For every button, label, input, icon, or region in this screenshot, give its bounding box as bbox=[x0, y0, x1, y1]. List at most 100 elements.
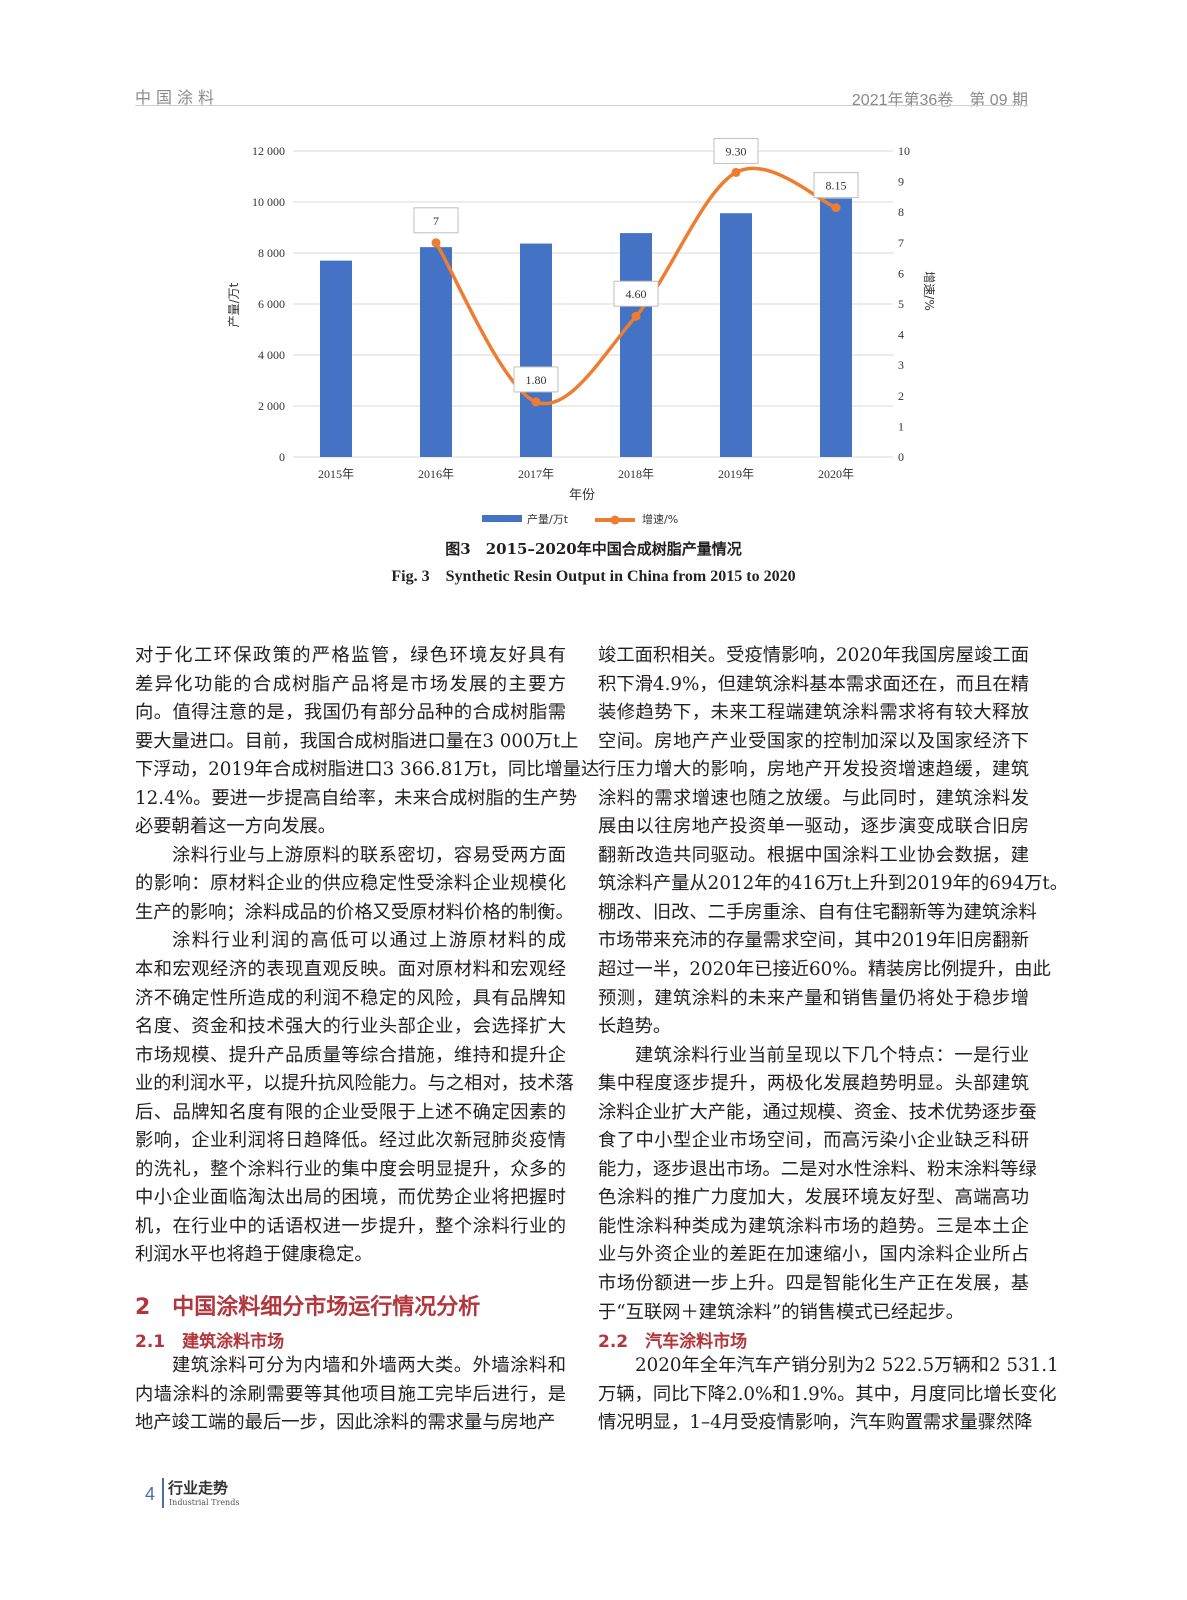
resin-output-chart: 0 2 000 4 000 6 000 8 000 10 000 12 000 0 1 2 3 4 5 6… bbox=[227, 137, 936, 526]
y2-tick-label: 7 bbox=[898, 236, 904, 250]
y-axis-label: 产量/万t bbox=[227, 282, 241, 327]
left-column-text: 对于化工环保政策的严格监管，绿色环境友好具有 差异化功能的合成树脂产品将是市场发展… bbox=[135, 642, 600, 1270]
text-line: 空间。房地产产业受国家的控制加深以及国家经济下 bbox=[598, 730, 1029, 752]
text-line: 万辆，同比下降2.0%和1.9%。其中，月度同比增长变化 bbox=[598, 1383, 1057, 1405]
text-line: 对于化工环保政策的严格监管，绿色环境友好具有 bbox=[135, 645, 566, 666]
legend-bar-label: 产量/万t bbox=[527, 512, 569, 526]
data-label: 1.80 bbox=[526, 373, 547, 387]
y2-tick-label: 5 bbox=[898, 297, 904, 311]
x-tick-label: 2017年 bbox=[518, 467, 554, 481]
text-line: 影响，企业利润将日趋降低。经过此次新冠肺炎疫情 bbox=[135, 1130, 566, 1152]
text-line: 业的利润水平，以提升抗风险能力。与之相对，技术落 bbox=[135, 1073, 574, 1095]
text-line: 市场份额进一步上升。四是智能化生产正在发展，基 bbox=[598, 1273, 1029, 1295]
text-line: 建筑涂料可分为内墙和外墙两大类。外墙涂料和 bbox=[172, 1355, 566, 1376]
y-tick-label: 12 000 bbox=[252, 144, 285, 158]
data-label: 8.15 bbox=[826, 179, 847, 193]
caption-cn: 图3 2015–2020年中国合成树脂产量情况 bbox=[445, 540, 742, 558]
data-label: 4.60 bbox=[626, 287, 647, 301]
y2-axis-label: 增速/% bbox=[922, 271, 936, 310]
bar bbox=[320, 260, 352, 457]
legend-bar-swatch bbox=[482, 515, 522, 522]
text-line: 市场规模、提升产品质量等综合措施，维持和提升企 bbox=[135, 1044, 566, 1066]
y2-tick-label: 8 bbox=[898, 205, 904, 219]
text-line: 必要朝着这一方向发展。 bbox=[135, 816, 337, 838]
text-line: 长趋势。 bbox=[598, 1016, 672, 1038]
y2-tick-label: 10 bbox=[898, 144, 910, 158]
left-column-text-after: 建筑涂料可分为内墙和外墙两大类。外墙涂料和 内墙涂料的涂刷需要等其他项目施工完毕后… bbox=[135, 1352, 566, 1438]
y-tick-label: 0 bbox=[279, 450, 285, 464]
subsection-heading-2-1: 2.1 建筑涂料市场 bbox=[135, 1332, 285, 1352]
text-line: 预测，建筑涂料的未来产量和销售量仍将处于稳步增 bbox=[598, 987, 1029, 1009]
text-line: 于“互联网＋建筑涂料”的销售模式已经起步。 bbox=[598, 1301, 965, 1323]
text-line: 竣工面积相关。受疫情影响，2020年我国房屋竣工面 bbox=[598, 645, 1029, 666]
text-line: 济不确定性所造成的利润不稳定的风险，具有品牌知 bbox=[135, 987, 566, 1009]
text-line: 涂料企业扩大产能，通过规模、资金、技术优势逐步蚕 bbox=[598, 1101, 1037, 1123]
x-tick-label: 2019年 bbox=[718, 467, 754, 481]
text-line: 利润水平也将趋于健康稳定。 bbox=[135, 1244, 373, 1266]
y-tick-label: 6 000 bbox=[258, 297, 285, 311]
text-line: 下浮动，2019年合成树脂进口3 366.81万t，同比增量达 bbox=[135, 759, 600, 781]
text-line: 能力，逐步退出市场。二是对水性涂料、粉末涂料等绿 bbox=[598, 1158, 1037, 1180]
y-tick-label: 8 000 bbox=[258, 246, 285, 260]
text-line: 能性涂料种类成为建筑涂料市场的趋势。三是本土企 bbox=[598, 1215, 1029, 1237]
data-label-box bbox=[813, 172, 859, 199]
y-tick-label: 10 000 bbox=[252, 195, 285, 209]
x-tick-label: 2016年 bbox=[418, 467, 454, 481]
growth-point bbox=[831, 203, 841, 213]
subsection-heading-2-2: 2.2 汽车涂料市场 bbox=[598, 1332, 748, 1352]
text-line: 翻新改造共同驱动。根据中国涂料工业协会数据，建 bbox=[598, 844, 1029, 866]
text-line: 涂料行业利润的高低可以通过上游原材料的成 bbox=[172, 930, 566, 952]
y2-tick-label: 9 bbox=[898, 175, 904, 189]
bar bbox=[420, 247, 452, 457]
footer-divider bbox=[162, 1478, 164, 1508]
growth-point bbox=[531, 397, 541, 407]
x-axis-label: 年份 bbox=[569, 488, 595, 503]
text-line: 2020年全年汽车产销分别为2 522.5万辆和2 531.1 bbox=[635, 1355, 1059, 1376]
text-line: 集中程度逐步提升，两极化发展趋势明显。头部建筑 bbox=[598, 1073, 1029, 1095]
bar bbox=[820, 198, 852, 457]
text-line: 涂料行业与上游原料的联系密切，容易受两方面 bbox=[172, 844, 566, 866]
right-column-text-after: 2020年全年汽车产销分别为2 522.5万辆和2 531.1 万辆，同比下降2.… bbox=[598, 1352, 1059, 1438]
section-heading: 2 中国涂料细分市场运行情况分析 bbox=[135, 1295, 481, 1320]
text-line: 差异化功能的合成树脂产品将是市场发展的主要方 bbox=[135, 673, 566, 695]
text-line: 色涂料的推广力度加大，发展环境友好型、高端高功 bbox=[598, 1187, 1029, 1209]
data-label-box bbox=[713, 137, 759, 164]
text-line: 展由以往房地产投资单一驱动，逐步演变成联合旧房 bbox=[598, 816, 1029, 838]
text-line: 超过一半，2020年已接近60%。精装房比例提升，由此 bbox=[598, 959, 1051, 981]
text-line: 的洗礼，整个涂料行业的集中度会明显提升，众多的 bbox=[135, 1158, 566, 1180]
journal-name: 中国涂料 bbox=[135, 88, 220, 107]
text-line: 业与外资企业的差距在加速缩小，国内涂料企业所占 bbox=[598, 1244, 1029, 1266]
growth-point bbox=[731, 167, 741, 177]
data-label-box bbox=[613, 280, 659, 307]
x-tick-label: 2015年 bbox=[318, 467, 354, 481]
x-tick-label: 2018年 bbox=[618, 467, 654, 481]
data-label: 9.30 bbox=[726, 144, 747, 158]
bar bbox=[520, 243, 552, 457]
text-line: 涂料的需求增速也随之放缓。与此同时，建筑涂料发 bbox=[598, 787, 1029, 809]
legend-line-label: 增速/% bbox=[642, 512, 678, 526]
text-line: 情况明显，1–4月受疫情影响，汽车购置需求量骤然降 bbox=[598, 1412, 1033, 1434]
growth-point bbox=[631, 311, 641, 321]
text-line: 棚改、旧改、二手房重涂、自有住宅翻新等为建筑涂料 bbox=[598, 901, 1037, 923]
text-line: 12.4%。要进一步提高自给率，未来合成树脂的生产势 bbox=[135, 787, 577, 809]
data-label-box bbox=[513, 366, 559, 393]
text-line: 名度、资金和技术强大的行业头部企业，会选择扩大 bbox=[135, 1016, 566, 1038]
y-tick-label: 4 000 bbox=[258, 348, 285, 362]
footer-section-en: Industrial Trends bbox=[169, 1498, 240, 1507]
text-line: 行压力增大的影响，房地产开发投资增速趋缓，建筑 bbox=[598, 759, 1029, 781]
text-line: 机，在行业中的话语权进一步提升，整个涂料行业的 bbox=[135, 1215, 566, 1237]
text-line: 的影响：原材料企业的供应稳定性受涂料企业规模化 bbox=[135, 873, 566, 895]
right-column-text: 竣工面积相关。受疫情影响，2020年我国房屋竣工面 积下滑4.9%，但建筑涂料基本… bbox=[598, 642, 1069, 1327]
caption-en: Fig. 3 Synthetic Resin Output in China f… bbox=[391, 568, 796, 585]
y-tick-label: 2 000 bbox=[258, 399, 285, 413]
text-line: 生产的影响；涂料成品的价格又受原材料价格的制衡。 bbox=[135, 901, 574, 923]
text-line: 向。值得注意的是，我国仍有部分品种的合成树脂需 bbox=[135, 702, 566, 724]
text-line: 食了中小型企业市场空间，而高污染小企业缺乏科研 bbox=[598, 1130, 1029, 1152]
y2-tick-label: 2 bbox=[898, 389, 904, 403]
bar bbox=[620, 233, 652, 457]
header-rule bbox=[135, 105, 1028, 106]
data-label: 7 bbox=[433, 214, 439, 228]
page-number: 4 bbox=[145, 1484, 156, 1504]
text-line: 筑涂料产量从2012年的416万t上升到2019年的694万t。 bbox=[598, 873, 1069, 895]
data-label-box bbox=[413, 207, 459, 234]
